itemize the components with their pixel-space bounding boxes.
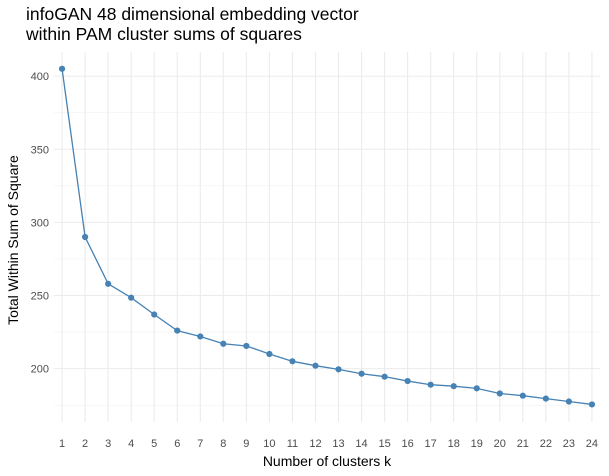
data-point-2	[105, 280, 112, 287]
x-tick-label-16: 17	[425, 438, 437, 450]
x-tick-label-18: 19	[471, 438, 483, 450]
chart-title: infoGAN 48 dimensional embedding vector …	[26, 4, 359, 44]
x-tick-label-11: 12	[309, 438, 321, 450]
y-axis-tick-labels: 200 250 300 350 400	[31, 71, 49, 375]
data-point-14	[381, 373, 388, 380]
data-point-1	[82, 233, 89, 241]
x-axis-title: Number of clusters k	[263, 453, 392, 469]
data-point-19	[496, 390, 503, 397]
data-point-16	[427, 381, 434, 388]
data-point-22	[565, 398, 572, 405]
x-tick-label-2: 3	[105, 438, 111, 450]
data-point-23	[588, 401, 596, 408]
x-tick-label-13: 14	[355, 438, 367, 450]
x-tick-label-15: 16	[402, 438, 414, 450]
x-tick-label-19: 20	[494, 438, 506, 450]
data-point-18	[473, 385, 480, 392]
data-point-21	[542, 395, 549, 402]
data-point-13	[358, 370, 365, 377]
x-tick-label-12: 13	[332, 438, 344, 450]
x-tick-label-1: 2	[82, 438, 88, 450]
x-axis-tick-labels: 1 2 3 4 5 6 7 8 9 10 11 12 13 14 15 16 17 18 19 20 21 22 23 24	[59, 438, 598, 450]
y-tick-label-0: 200	[31, 364, 49, 376]
y-tick-label-1: 250	[31, 290, 49, 302]
data-point-5	[174, 327, 181, 334]
data-point-11	[312, 362, 319, 369]
data-point-3	[128, 294, 135, 301]
data-point-0	[58, 65, 66, 72]
x-tick-label-7: 8	[220, 438, 226, 450]
chart-title-line-1: infoGAN 48 dimensional embedding vector	[26, 4, 359, 24]
minor-gridlines	[54, 112, 600, 406]
x-tick-label-10: 11	[287, 438, 298, 450]
data-point-6	[197, 333, 204, 340]
x-tick-label-3: 4	[128, 438, 134, 450]
data-point-10	[289, 358, 296, 365]
series-line	[61, 68, 593, 406]
x-tick-label-20: 21	[517, 438, 529, 450]
data-point-12	[335, 366, 342, 373]
x-tick-label-22: 23	[563, 438, 575, 450]
y-tick-label-2: 300	[31, 217, 49, 229]
x-tick-label-14: 15	[378, 438, 390, 450]
data-point-4	[151, 311, 158, 318]
x-tick-label-0: 1	[59, 438, 65, 450]
data-point-7	[220, 340, 227, 347]
x-tick-label-9: 10	[263, 438, 275, 450]
x-tick-label-5: 6	[174, 438, 180, 450]
chart-title-line-2: within PAM cluster sums of squares	[26, 24, 302, 44]
x-tick-label-17: 18	[448, 438, 460, 450]
x-tick-label-21: 22	[540, 438, 552, 450]
y-tick-label-3: 350	[31, 144, 49, 156]
data-point-17	[450, 383, 457, 390]
x-tick-label-6: 7	[197, 438, 203, 450]
data-point-9	[266, 350, 273, 358]
data-point-15	[404, 377, 411, 385]
major-gridlines	[54, 52, 600, 422]
y-axis-title: Total Within Sum of Square	[5, 155, 21, 325]
data-point-20	[519, 392, 526, 399]
x-tick-label-4: 5	[151, 438, 157, 450]
x-tick-label-8: 9	[243, 438, 249, 450]
data-points	[58, 65, 596, 408]
y-tick-label-4: 400	[31, 71, 49, 83]
x-tick-label-23: 24	[586, 438, 598, 450]
data-point-8	[243, 342, 250, 350]
